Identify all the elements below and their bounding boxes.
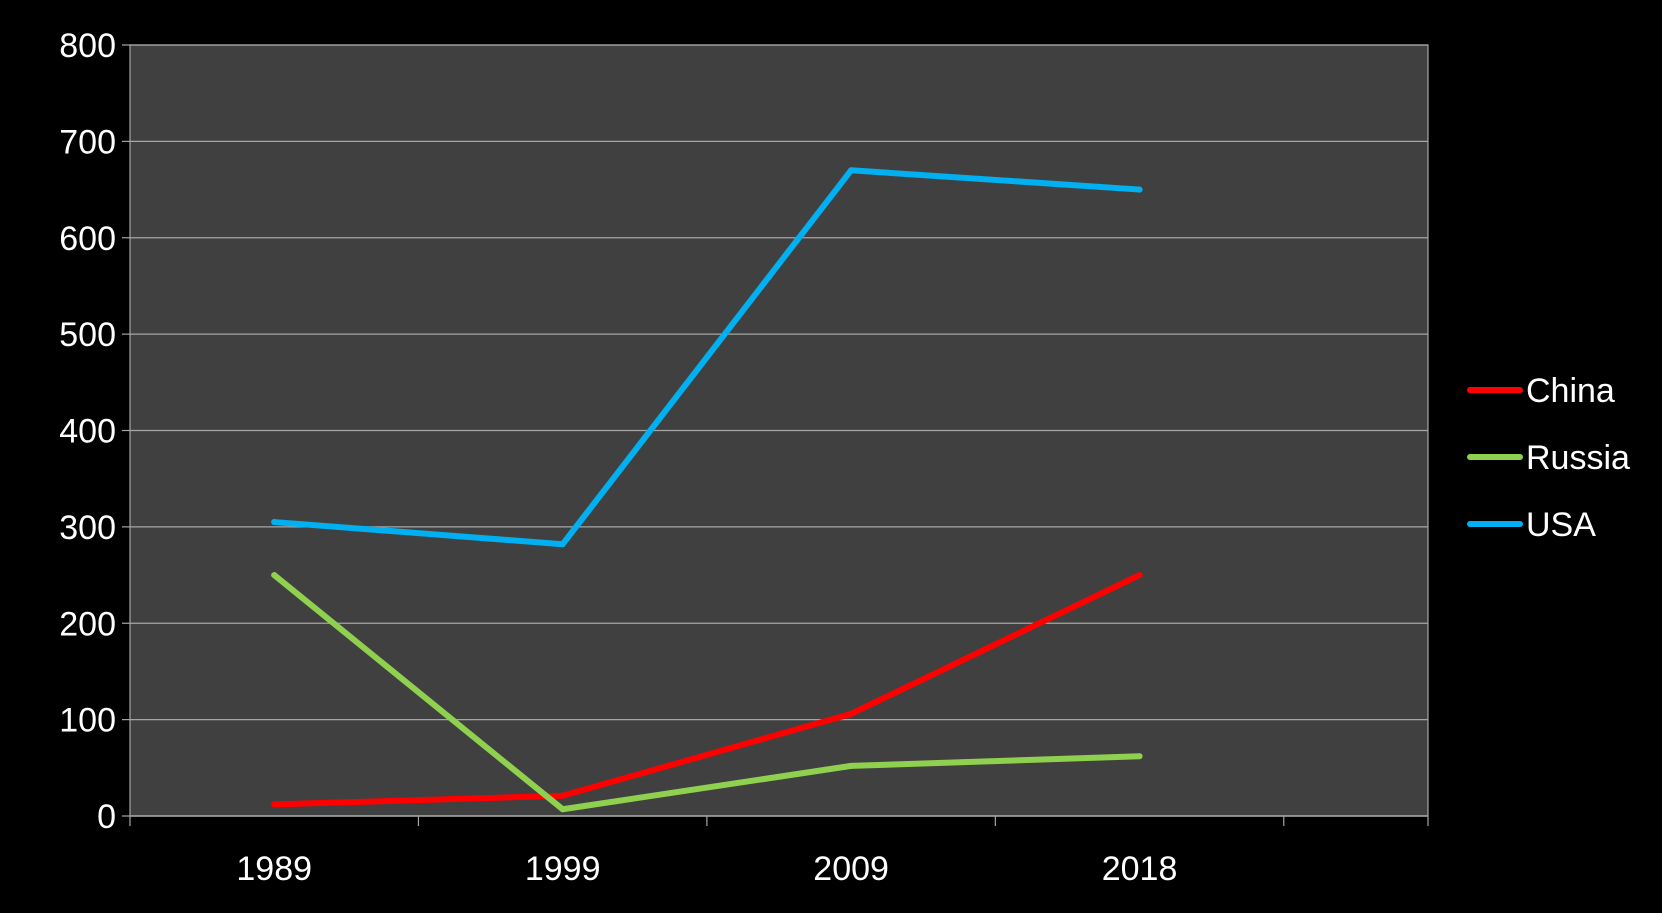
y-tick-label: 400: [59, 413, 116, 451]
data-point-china: [559, 792, 566, 799]
legend-label-usa: USA: [1526, 506, 1596, 544]
series-line-china: [271, 572, 1143, 808]
data-point-usa: [1136, 186, 1143, 193]
y-tick-label: 0: [97, 798, 116, 836]
series-line-usa: [271, 167, 1143, 548]
data-point-china: [1136, 572, 1143, 579]
data-point-usa: [271, 519, 278, 526]
data-point-usa: [848, 167, 855, 174]
legend-label-russia: Russia: [1526, 439, 1630, 477]
x-tick-label: 2009: [813, 850, 889, 888]
series-lines: [271, 167, 1143, 813]
x-tick-label: 1989: [236, 850, 312, 888]
series-line-russia: [271, 572, 1143, 813]
y-tick-label: 800: [59, 27, 116, 65]
data-point-russia: [559, 806, 566, 813]
y-tick-label: 600: [59, 220, 116, 258]
data-point-russia: [1136, 753, 1143, 760]
legend: China Russia USA: [1467, 372, 1630, 544]
x-tick-label: 1999: [525, 850, 601, 888]
y-tick-label: 700: [59, 123, 116, 161]
data-point-china: [848, 710, 855, 717]
data-point-russia: [271, 572, 278, 579]
y-tick-label: 300: [59, 509, 116, 547]
data-point-russia: [848, 762, 855, 769]
data-point-usa: [559, 541, 566, 548]
y-tick-label: 200: [59, 605, 116, 643]
y-tick-label: 500: [59, 316, 116, 354]
legend-label-china: China: [1526, 372, 1615, 410]
data-point-china: [271, 801, 278, 808]
axes: 0 100 200 300 400 500 600 700 800 1989 1999 2009 201…: [59, 27, 1429, 888]
x-tick-label: 2018: [1102, 850, 1178, 888]
y-tick-label: 100: [59, 702, 116, 740]
